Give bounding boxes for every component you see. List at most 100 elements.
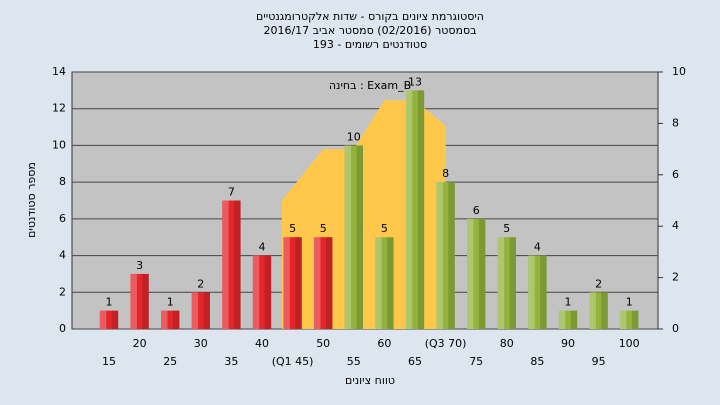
- bar: [497, 237, 516, 329]
- x-tick-label: (Q1 45): [272, 355, 314, 368]
- bar-shade: [436, 182, 443, 329]
- chart-subtitle: בסמסטר (02/2016) סמסטר אביב 2016/17: [263, 24, 476, 37]
- data-label: 1: [106, 296, 113, 309]
- data-label: 1: [565, 296, 572, 309]
- bar-shade: [325, 237, 333, 329]
- bar: [130, 273, 149, 329]
- bar: [620, 310, 639, 329]
- x-tick-label: 75: [469, 355, 483, 368]
- bar-shade: [570, 310, 578, 329]
- bar: [191, 292, 210, 329]
- y-axis-label: מספר סטודנטים: [25, 162, 38, 238]
- bar-shade: [417, 90, 425, 329]
- bar-shade: [264, 255, 272, 329]
- bar: [314, 237, 333, 329]
- bar-shade: [509, 237, 516, 329]
- data-label: 4: [259, 241, 266, 254]
- x-axis-label: טווח ציונים: [345, 374, 395, 387]
- y-tick-label: 0: [59, 322, 66, 335]
- bar: [283, 237, 302, 329]
- data-label: 5: [289, 222, 296, 235]
- data-label: 6: [473, 204, 480, 217]
- bar: [252, 255, 272, 329]
- data-label: 5: [320, 222, 327, 235]
- bar-shade: [161, 310, 168, 329]
- chart-subtitle: סטודנטים רשומים - 193: [313, 38, 427, 51]
- y-tick-label: 8: [59, 175, 66, 188]
- data-label: 2: [197, 277, 204, 290]
- data-label: 1: [167, 296, 174, 309]
- x-tick-label: 90: [561, 337, 575, 350]
- x-tick-label: 60: [377, 337, 391, 350]
- bar: [344, 145, 363, 329]
- bar-shade: [222, 200, 229, 329]
- bar: [528, 255, 547, 329]
- chart-title: היסטוגרמת ציונים בקורס - שדות אלקטרומגנט…: [256, 10, 484, 23]
- y2-tick-label: 8: [672, 116, 679, 129]
- data-label: 1: [626, 296, 633, 309]
- bar-shade: [344, 145, 352, 329]
- bar-shade: [478, 218, 486, 329]
- data-label: 5: [381, 222, 388, 235]
- bar: [589, 292, 608, 329]
- data-label: 3: [136, 259, 143, 272]
- bar-shade: [375, 237, 382, 329]
- bar-shade: [497, 237, 505, 329]
- bar: [558, 310, 578, 329]
- bar-shade: [631, 310, 639, 329]
- x-tick-label: 40: [255, 337, 269, 350]
- bar-shade: [558, 310, 566, 329]
- y-tick-label: 12: [52, 102, 66, 115]
- y2-tick-label: 0: [672, 322, 679, 335]
- bar: [99, 310, 119, 329]
- x-tick-label: 50: [316, 337, 330, 350]
- x-tick-label: 25: [163, 355, 177, 368]
- annotation: בחינה : Exam_B: [329, 79, 411, 92]
- y-tick-label: 2: [59, 285, 66, 298]
- bar-shade: [528, 255, 535, 329]
- data-label: 2: [595, 277, 602, 290]
- bar: [436, 182, 455, 329]
- bar-shade: [540, 255, 547, 329]
- data-label: 5: [503, 222, 510, 235]
- bar-shade: [448, 182, 455, 329]
- y-tick-label: 6: [59, 212, 66, 225]
- bar-shade: [356, 145, 363, 329]
- x-tick-label: 65: [408, 355, 422, 368]
- y2-tick-label: 4: [672, 219, 679, 232]
- bar-shade: [111, 310, 119, 329]
- bar-shade: [172, 310, 180, 329]
- bar: [467, 218, 486, 329]
- y-tick-label: 4: [59, 249, 66, 262]
- bar-shade: [99, 310, 107, 329]
- bar-shade: [191, 292, 199, 329]
- bar-shade: [467, 218, 474, 329]
- bar-shade: [252, 255, 260, 329]
- bar-shade: [295, 237, 302, 329]
- data-label: 8: [442, 167, 449, 180]
- y2-tick-label: 6: [672, 168, 679, 181]
- x-tick-label: 15: [102, 355, 116, 368]
- data-label: 4: [534, 241, 541, 254]
- x-tick-label: 80: [500, 337, 514, 350]
- y-tick-label: 14: [52, 65, 66, 78]
- x-tick-label: (Q3 70): [425, 337, 467, 350]
- bar-shade: [405, 90, 413, 329]
- x-tick-label: 85: [530, 355, 544, 368]
- bar-shade: [283, 237, 290, 329]
- x-tick-label: 100: [619, 337, 640, 350]
- x-tick-label: 35: [224, 355, 238, 368]
- x-tick-label: 55: [347, 355, 361, 368]
- bar-shade: [387, 237, 394, 329]
- bar: [161, 310, 180, 329]
- bar-shade: [314, 237, 321, 329]
- bar-shade: [142, 273, 149, 329]
- x-tick-label: 95: [592, 355, 606, 368]
- data-label: 13: [408, 75, 422, 88]
- bar: [405, 90, 425, 329]
- y2-tick-label: 2: [672, 271, 679, 284]
- y-tick-label: 10: [52, 138, 66, 151]
- bar-shade: [203, 292, 210, 329]
- bar-shade: [601, 292, 608, 329]
